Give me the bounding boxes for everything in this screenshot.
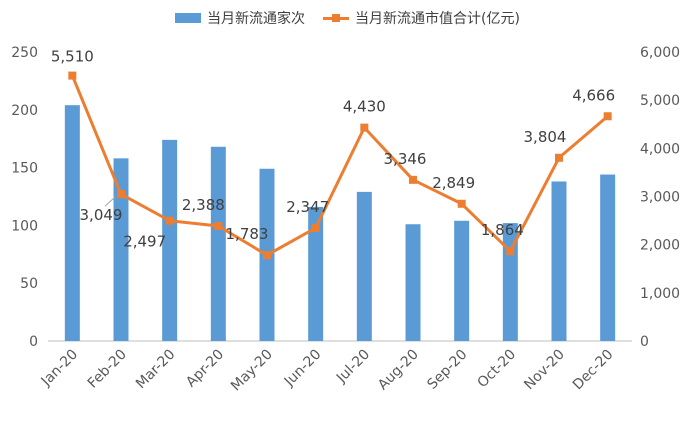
y-right-tick-label: 2,000	[640, 238, 680, 254]
line-marker	[214, 221, 223, 230]
bar	[64, 105, 80, 342]
legend: 当月新流通家次 当月新流通市值合计(亿元)	[0, 8, 695, 28]
line-series	[70, 75, 609, 257]
legend-label-line: 当月新流通市值合计(亿元)	[355, 11, 520, 27]
y-left-tick-label: 100	[11, 218, 38, 234]
y-left-tick-label: 250	[11, 45, 38, 61]
data-label: 2,497	[123, 233, 166, 251]
line-marker	[68, 71, 77, 80]
line-marker	[457, 199, 466, 208]
data-label: 2,388	[182, 196, 225, 214]
x-tick-label: Mar-20	[133, 347, 179, 393]
x-tick-label: Sep-20	[424, 347, 470, 393]
bar-series-swatch	[175, 13, 202, 23]
x-tick-label: Aug-20	[375, 347, 422, 394]
x-tick-label: Apr-20	[183, 347, 227, 391]
x-tick-label: Nov-20	[521, 347, 568, 394]
data-label: 3,346	[384, 150, 427, 168]
x-tick-label: Dec-20	[570, 347, 617, 394]
bar	[113, 158, 129, 341]
line-marker	[555, 153, 563, 162]
x-tick-label: Oct-20	[475, 347, 520, 392]
line-series-swatch	[323, 13, 350, 23]
legend-label-bars: 当月新流通家次	[207, 11, 306, 27]
y-right-tick-label: 6,000	[640, 45, 680, 61]
data-label: 3,049	[80, 206, 123, 224]
bar	[405, 224, 421, 341]
y-right-tick-label: 5,000	[640, 93, 680, 109]
x-tick-label: May-20	[228, 347, 276, 395]
y-right-tick-label: 0	[640, 334, 649, 350]
data-label: 2,347	[286, 198, 329, 216]
y-left-tick-label: 150	[11, 161, 38, 177]
line-marker	[506, 247, 515, 256]
data-label: 3,804	[524, 128, 567, 146]
leader-line	[104, 196, 116, 207]
x-tick-label: Jun-20	[281, 347, 325, 391]
line-marker	[409, 175, 417, 184]
bar	[454, 220, 470, 341]
bar	[162, 139, 178, 341]
data-label: 1,783	[226, 225, 269, 243]
line-marker	[165, 216, 174, 225]
line-marker	[360, 123, 369, 132]
x-tick-label: Jan-20	[38, 347, 81, 390]
data-label: 2,849	[432, 174, 475, 192]
line-marker	[263, 251, 271, 260]
data-label: 1,864	[481, 221, 524, 239]
y-left-tick-label: 0	[29, 334, 38, 350]
data-label: 4,430	[343, 98, 386, 116]
y-right-tick-label: 3,000	[640, 190, 680, 206]
bar	[210, 146, 226, 341]
x-tick-label: Feb-20	[85, 347, 130, 392]
y-left-tick-label: 50	[20, 276, 38, 292]
bar	[356, 191, 372, 341]
bar	[551, 181, 567, 341]
y-left-tick-label: 200	[11, 103, 38, 119]
x-tick-label: Jul-20	[333, 347, 373, 387]
bar	[308, 206, 324, 341]
line-marker	[117, 190, 125, 199]
legend-item-line[interactable]: 当月新流通市值合计(亿元)	[323, 8, 520, 28]
y-right-tick-label: 1,000	[640, 286, 680, 302]
y-right-tick-label: 4,000	[640, 141, 680, 157]
data-label: 4,666	[572, 86, 615, 104]
data-label: 5,510	[51, 48, 94, 66]
line-marker	[311, 223, 320, 232]
legend-item-bars[interactable]: 当月新流通家次	[175, 8, 305, 28]
bar	[600, 174, 616, 341]
line-marker	[603, 112, 612, 121]
